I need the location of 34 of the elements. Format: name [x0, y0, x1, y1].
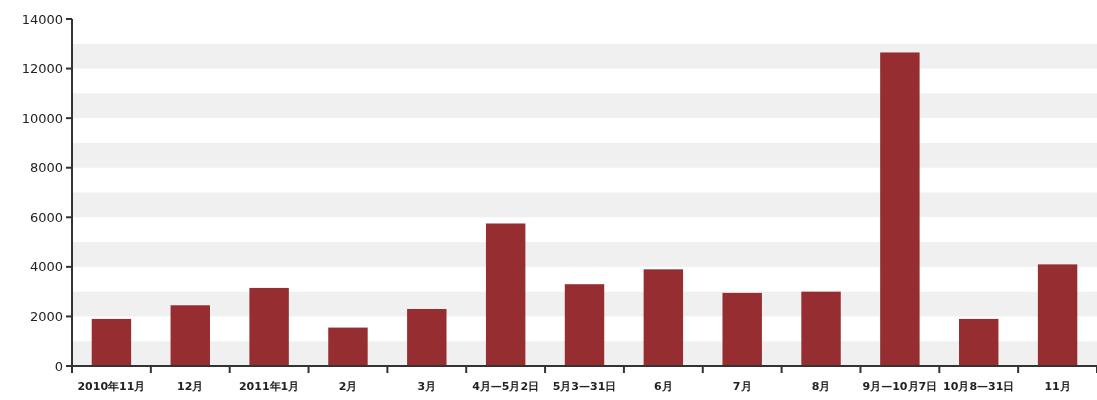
bar: [1037, 264, 1078, 366]
y-tick-label: 0: [54, 358, 63, 374]
bar: [722, 292, 762, 366]
bar: [407, 308, 447, 366]
bar: [959, 318, 999, 366]
x-tick-label: 11月: [1044, 380, 1071, 393]
y-tick-label: 4000: [29, 259, 63, 275]
x-tick-label: 12月: [177, 380, 204, 393]
y-tick-label: 14000: [21, 11, 63, 27]
y-tick-label: 10000: [21, 110, 63, 126]
bar: [643, 269, 684, 366]
x-tick-label: 2010年11月: [77, 380, 146, 393]
y-tick-label: 2000: [29, 308, 63, 324]
x-tick-label: 9月—10月7日: [862, 380, 938, 393]
x-tick-label: 2011年1月: [238, 380, 300, 393]
bar: [249, 287, 289, 366]
x-tick-label: 6月: [654, 380, 673, 393]
bar: [91, 318, 132, 366]
y-tick-label: 12000: [21, 61, 63, 77]
x-tick-label: 10月8—31日: [943, 380, 1015, 393]
bar: [801, 291, 841, 366]
x-tick-label: 4月—5月2日: [472, 380, 540, 393]
x-tick-label: 8月: [811, 380, 831, 393]
y-tick-label: 8000: [29, 160, 63, 176]
x-tick-label: 7月: [732, 380, 752, 393]
bar: [170, 305, 210, 366]
bar: [564, 284, 605, 366]
bar: [485, 223, 526, 366]
x-tick-label: 3月: [417, 380, 437, 393]
x-tick-label: 2月: [338, 380, 358, 393]
y-tick-label: 6000: [29, 209, 63, 225]
bar: [880, 52, 920, 366]
bar: [328, 327, 368, 366]
x-tick-label: 5月3—31日: [552, 380, 617, 393]
